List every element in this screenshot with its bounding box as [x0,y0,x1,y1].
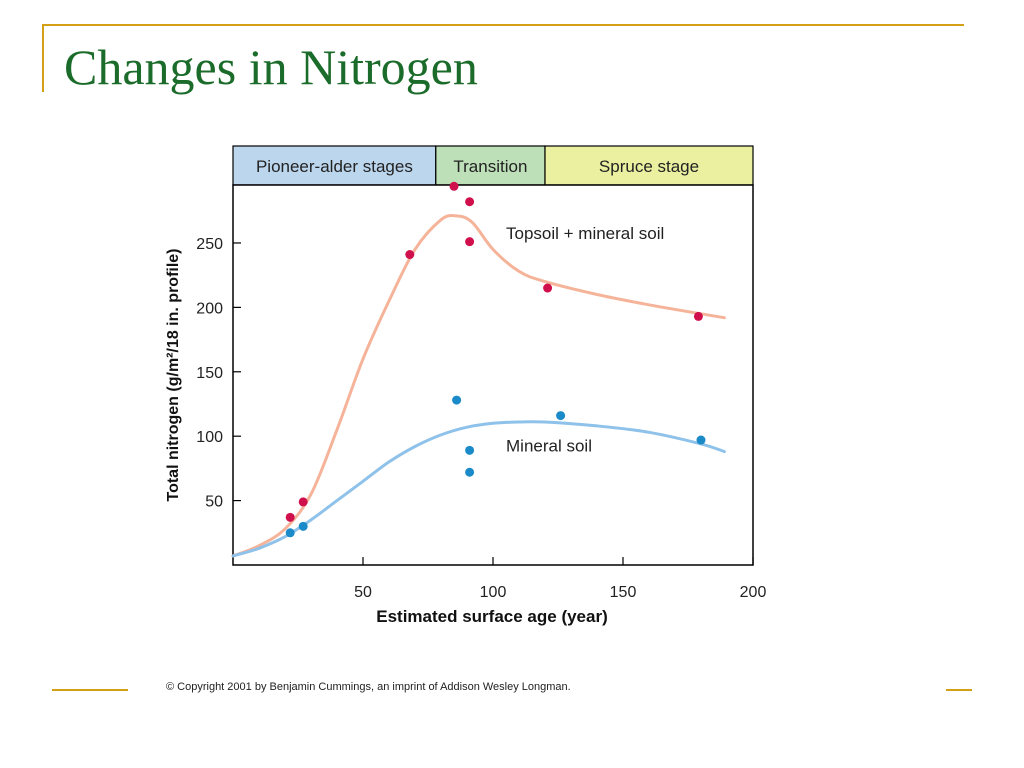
y-axis-label: Total nitrogen (g/m²/18 in. profile) [165,248,182,501]
annotation-mineral-soil: Mineral soil [506,437,592,456]
curve-topsoil-mineral-soil [231,213,726,558]
stage-pioneer-alder-stages [232,145,437,186]
stage-label-transition: Transition [453,157,527,176]
footer-rule-left [52,689,128,691]
slide-left-rule [42,24,44,92]
point-mineral-soil [465,445,475,455]
stage-label-spruce-stage: Spruce stage [599,157,699,176]
y-tick-label: 50 [205,494,223,511]
x-tick-label: 200 [740,584,767,601]
data-points [285,181,706,538]
point-topsoil-mineral-soil [285,512,295,522]
series-annotations: Topsoil + mineral soil Mineral soil [506,224,664,456]
x-tick-label: 150 [610,584,637,601]
x-axis-ticks: 50 100 150 200 [354,557,766,601]
stage-band: Pioneer-alder stages Transition Spruce sta… [232,145,754,186]
point-topsoil-mineral-soil [465,197,475,207]
point-mineral-soil [465,467,475,477]
stage-label-pioneer-alder-stages: Pioneer-alder stages [256,157,413,176]
point-mineral-soil [452,395,462,405]
y-tick-label: 100 [196,429,223,446]
point-topsoil-mineral-soil [298,497,308,507]
stage-transition [435,145,546,186]
y-tick-label: 250 [196,236,223,253]
point-topsoil-mineral-soil [543,283,553,293]
x-axis-label: Estimated surface age (year) [376,607,608,626]
slide-top-rule [42,24,964,26]
plot-frame [232,184,754,566]
x-tick-label: 50 [354,584,372,601]
point-mineral-soil [298,521,308,531]
slide-title: Changes in Nitrogen [64,39,478,95]
y-axis-ticks: 50 100 150 200 250 [196,236,241,511]
footer-rule-right [946,689,972,691]
point-mineral-soil [556,411,566,421]
point-topsoil-mineral-soil [449,181,459,191]
annotation-topsoil-mineral-soil: Topsoil + mineral soil [506,224,664,243]
point-topsoil-mineral-soil [465,237,475,247]
x-tick-label: 100 [480,584,507,601]
y-tick-label: 150 [196,365,223,382]
copyright-notice: © Copyright 2001 by Benjamin Cummings, a… [166,681,571,693]
point-mineral-soil [285,528,295,538]
point-topsoil-mineral-soil [405,250,415,260]
point-topsoil-mineral-soil [693,311,703,321]
point-mineral-soil [696,435,706,445]
y-tick-label: 200 [196,300,223,317]
